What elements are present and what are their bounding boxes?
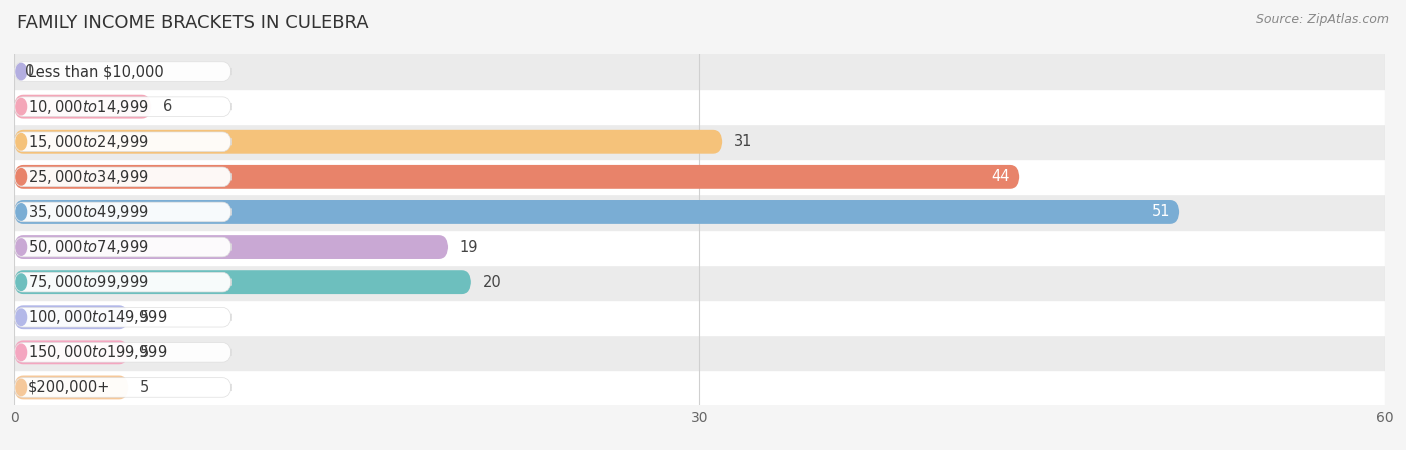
Text: 44: 44 bbox=[991, 169, 1011, 184]
Circle shape bbox=[15, 63, 27, 80]
Bar bbox=[14, 89, 1385, 124]
Text: FAMILY INCOME BRACKETS IN CULEBRA: FAMILY INCOME BRACKETS IN CULEBRA bbox=[17, 14, 368, 32]
Bar bbox=[14, 124, 1385, 159]
Circle shape bbox=[15, 344, 27, 360]
FancyBboxPatch shape bbox=[14, 270, 471, 294]
FancyBboxPatch shape bbox=[14, 235, 449, 259]
FancyBboxPatch shape bbox=[14, 340, 128, 364]
Text: $25,000 to $34,999: $25,000 to $34,999 bbox=[28, 168, 149, 186]
Bar bbox=[14, 335, 1385, 370]
Text: 31: 31 bbox=[734, 134, 752, 149]
Text: 20: 20 bbox=[482, 274, 501, 290]
Text: $15,000 to $24,999: $15,000 to $24,999 bbox=[28, 133, 149, 151]
Bar bbox=[14, 194, 1385, 230]
FancyBboxPatch shape bbox=[14, 378, 231, 397]
Circle shape bbox=[15, 239, 27, 255]
Text: 19: 19 bbox=[460, 239, 478, 255]
FancyBboxPatch shape bbox=[14, 237, 231, 257]
FancyBboxPatch shape bbox=[14, 132, 231, 152]
Text: Less than $10,000: Less than $10,000 bbox=[28, 64, 163, 79]
Circle shape bbox=[15, 309, 27, 325]
FancyBboxPatch shape bbox=[14, 167, 231, 187]
Text: $150,000 to $199,999: $150,000 to $199,999 bbox=[28, 343, 167, 361]
FancyBboxPatch shape bbox=[14, 305, 128, 329]
Text: 6: 6 bbox=[163, 99, 172, 114]
FancyBboxPatch shape bbox=[14, 94, 152, 119]
Circle shape bbox=[15, 274, 27, 290]
FancyBboxPatch shape bbox=[14, 342, 231, 362]
Text: 51: 51 bbox=[1152, 204, 1170, 220]
Bar bbox=[14, 265, 1385, 300]
Text: Source: ZipAtlas.com: Source: ZipAtlas.com bbox=[1256, 14, 1389, 27]
Bar bbox=[14, 370, 1385, 405]
Circle shape bbox=[15, 134, 27, 150]
Text: 0: 0 bbox=[25, 64, 35, 79]
Text: 5: 5 bbox=[139, 380, 149, 395]
Text: 5: 5 bbox=[139, 345, 149, 360]
FancyBboxPatch shape bbox=[14, 202, 231, 222]
Text: $50,000 to $74,999: $50,000 to $74,999 bbox=[28, 238, 149, 256]
Bar bbox=[14, 230, 1385, 265]
FancyBboxPatch shape bbox=[14, 130, 723, 154]
Bar bbox=[14, 54, 1385, 89]
Text: $100,000 to $149,999: $100,000 to $149,999 bbox=[28, 308, 167, 326]
Bar bbox=[14, 159, 1385, 194]
FancyBboxPatch shape bbox=[14, 272, 231, 292]
FancyBboxPatch shape bbox=[14, 165, 1019, 189]
Circle shape bbox=[15, 99, 27, 115]
Bar bbox=[14, 300, 1385, 335]
Circle shape bbox=[15, 169, 27, 185]
FancyBboxPatch shape bbox=[14, 375, 128, 400]
FancyBboxPatch shape bbox=[14, 97, 231, 117]
Text: 5: 5 bbox=[139, 310, 149, 325]
Circle shape bbox=[15, 379, 27, 396]
Circle shape bbox=[15, 204, 27, 220]
FancyBboxPatch shape bbox=[14, 62, 231, 81]
Text: $75,000 to $99,999: $75,000 to $99,999 bbox=[28, 273, 149, 291]
Text: $10,000 to $14,999: $10,000 to $14,999 bbox=[28, 98, 149, 116]
Text: $200,000+: $200,000+ bbox=[28, 380, 110, 395]
FancyBboxPatch shape bbox=[14, 200, 1180, 224]
Text: $35,000 to $49,999: $35,000 to $49,999 bbox=[28, 203, 149, 221]
FancyBboxPatch shape bbox=[14, 307, 231, 327]
